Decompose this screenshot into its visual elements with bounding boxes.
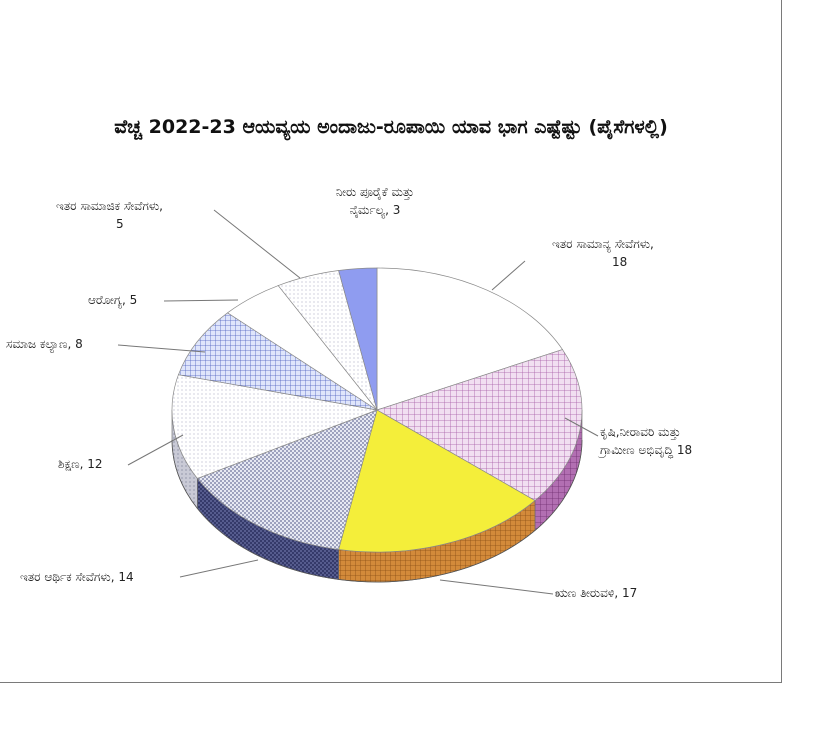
- leader-line: [127, 434, 184, 466]
- slice-label: ಸಮಾಜ ಕಲ್ಯಾಣ, 8: [6, 337, 83, 354]
- slice-label: ನೀರು ಪೂರೈಕೆ ಮತ್ತು ನೈರ್ಮಲ್ಯ, 3: [336, 185, 414, 219]
- pie-slice: [338, 267, 378, 411]
- slice-labels: ಇತರ ಸಾಮಾನ್ಯ ಸೇವೆಗಳು, 18 ಕೃಷಿ,ನೀರಾವರಿ ಮತ್ತು…: [6, 185, 692, 600]
- pie-slice: [171, 374, 379, 479]
- slice-label-line: ಋಣ ತೀರುವಳಿ, 17: [555, 586, 637, 600]
- slice-label-line: ಸಮಾಜ ಕಲ್ಯಾಣ, 8: [6, 337, 83, 354]
- leader-lines: [117, 209, 599, 595]
- leader-line: [179, 559, 259, 578]
- slice-label: ಇತರ ಆರ್ಥಿಕ ಸೇವೆಗಳು, 14: [20, 570, 134, 584]
- slice-label-line: ನೈರ್ಮಲ್ಯ, 3: [350, 203, 401, 219]
- pie-rim: [171, 439, 583, 583]
- pie-slice: [376, 267, 564, 411]
- pie-slice: [338, 409, 536, 553]
- slice-label: ಆರೋಗ್ಯ, 5: [88, 293, 137, 309]
- slice-label-line: ಕೃಷಿ,ನೀರಾವರಿ ಮತ್ತು: [600, 425, 681, 440]
- pie-slice: [376, 349, 583, 501]
- slice-label-line: 5: [116, 217, 124, 231]
- leader-line: [163, 299, 239, 302]
- leader-line: [213, 209, 301, 279]
- pie-slices: [171, 267, 583, 553]
- slice-label: ಇತರ ಸಾಮಾಜಿಕ ಸೇವೆಗಳು, 5: [56, 199, 163, 231]
- pie-slice: [196, 409, 378, 550]
- chart-frame: [0, 0, 782, 683]
- slice-label-line: ಆರೋಗ್ಯ, 5: [88, 293, 137, 309]
- leader-line: [564, 417, 599, 437]
- slice-label-line: ಶಿಕ್ಷಣ, 12: [58, 457, 103, 472]
- slice-label-line: ಗ್ರಾಮೀಣ ಅಭಿವೃದ್ಧಿ 18: [598, 443, 693, 459]
- slice-label: ಋಣ ತೀರುವಳಿ, 17: [555, 586, 637, 600]
- leader-line: [439, 579, 554, 595]
- leader-line: [491, 260, 526, 291]
- slice-label-line: 18: [612, 255, 627, 269]
- chart-title: ವೆಚ್ಚ 2022-23 ಆಯವ್ಯಯ ಅಂದಾಜು-ರೂಪಾಯಿ ಯಾವ ಭ…: [114, 116, 668, 142]
- slice-label-line: ಇತರ ಆರ್ಥಿಕ ಸೇವೆಗಳು, 14: [20, 570, 134, 584]
- leader-line: [117, 344, 206, 353]
- slice-label: ಶಿಕ್ಷಣ, 12: [58, 457, 103, 472]
- slice-label: ಇತರ ಸಾಮಾನ್ಯ ಸೇವೆಗಳು, 18: [552, 237, 654, 269]
- slice-label: ಕೃಷಿ,ನೀರಾವರಿ ಮತ್ತು ಗ್ರಾಮೀಣ ಅಭಿವೃದ್ಧಿ 18: [598, 425, 693, 459]
- slice-label-line: ಇತರ ಸಾಮಾಜಿಕ ಸೇವೆಗಳು,: [56, 199, 163, 213]
- slice-label-line: ನೀರು ಪೂರೈಕೆ ಮತ್ತು: [336, 185, 414, 200]
- slice-label-line: ಇತರ ಸಾಮಾನ್ಯ ಸೇವೆಗಳು,: [552, 237, 654, 253]
- pie-slice: [177, 312, 378, 411]
